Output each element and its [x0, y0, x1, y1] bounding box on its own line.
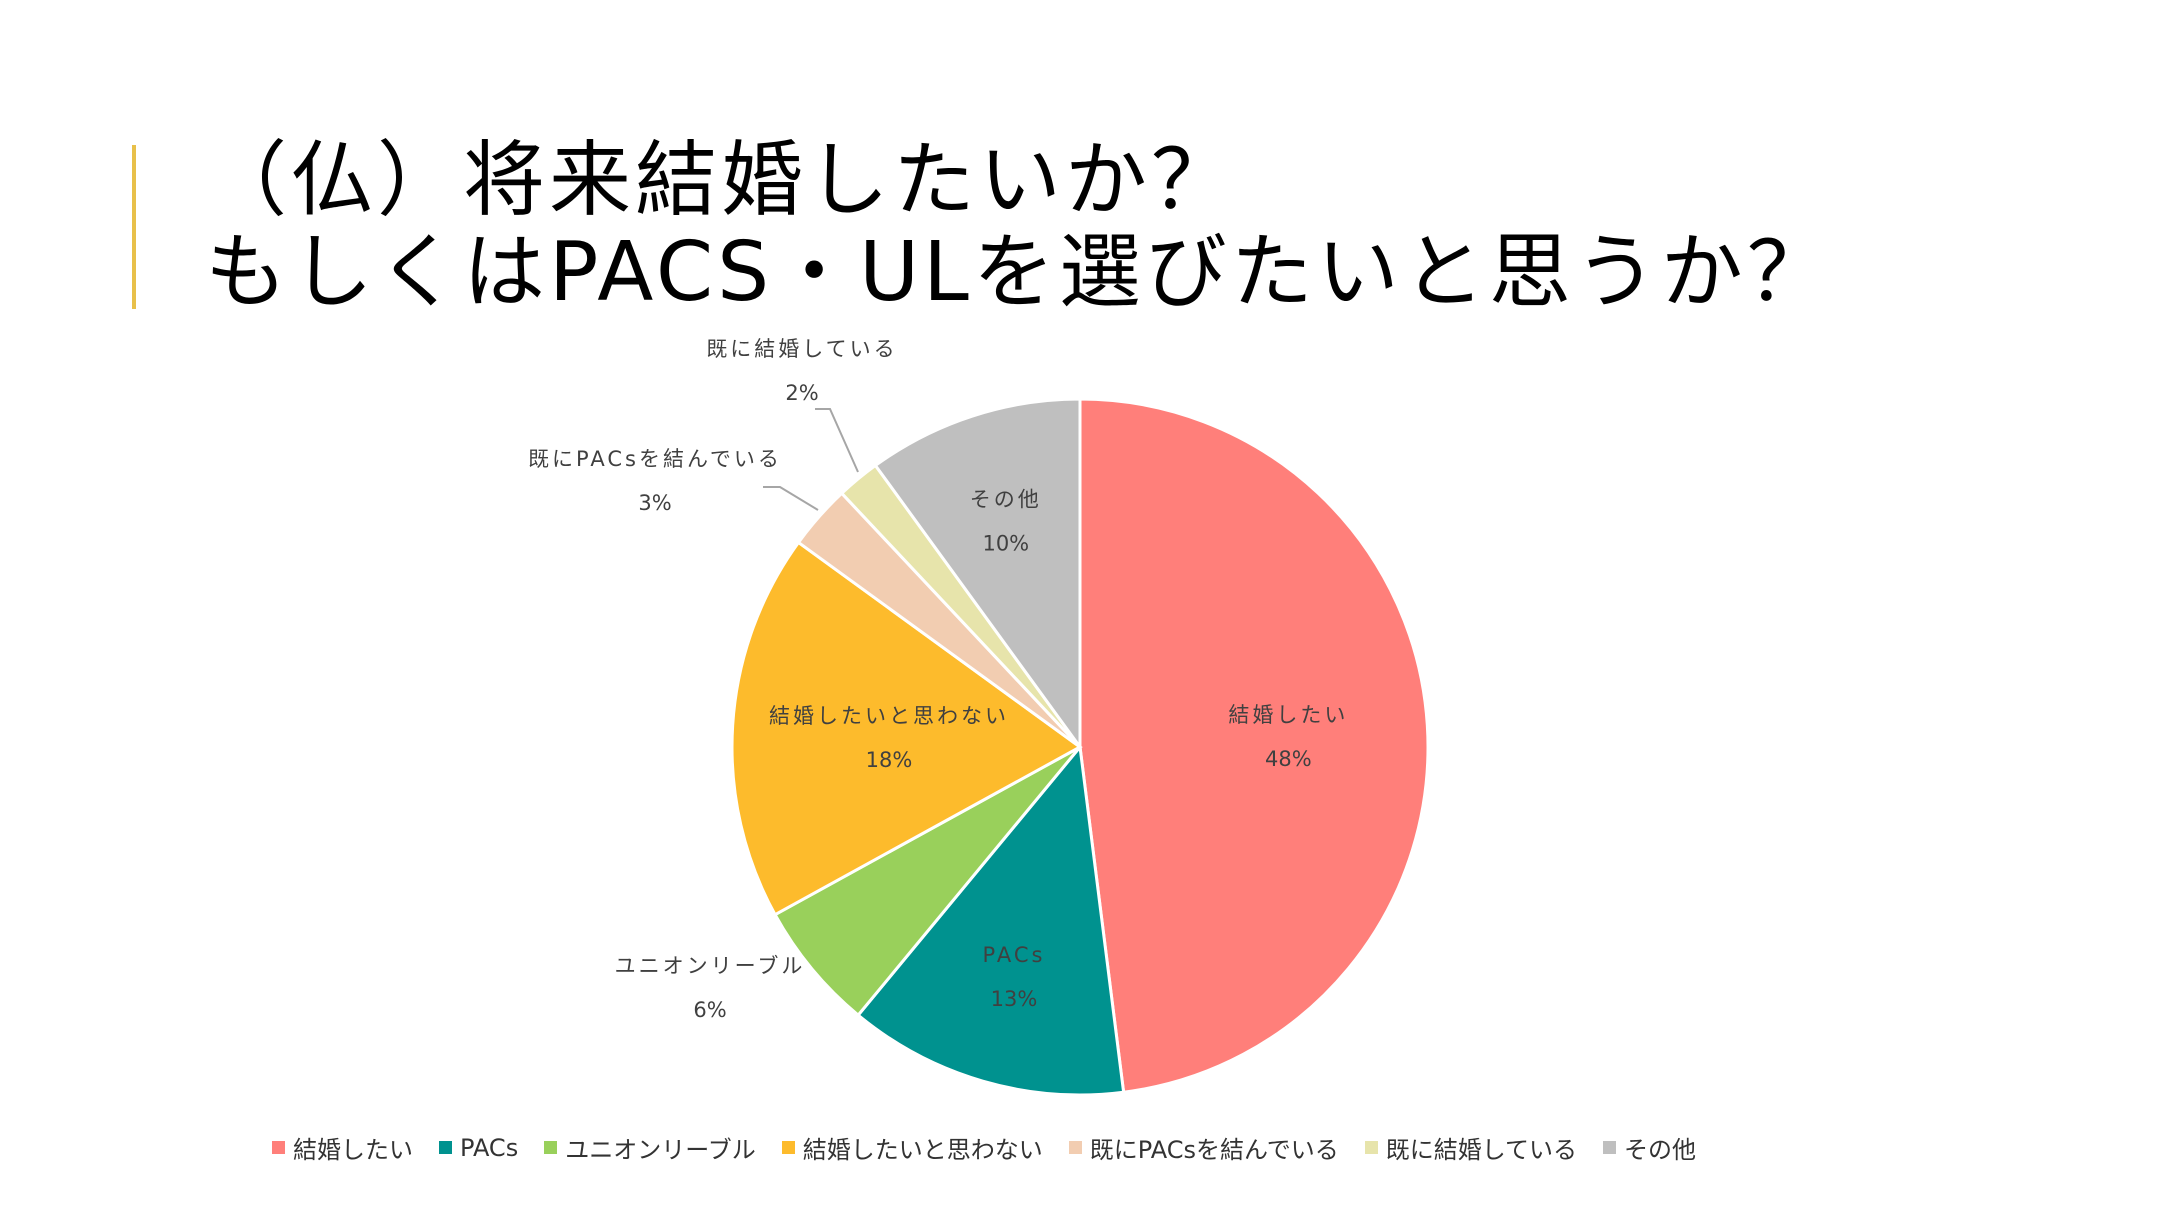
legend-item-pacs: PACs [439, 1134, 518, 1162]
slide-title: （仏）将来結婚したいか？ もしくはPACS・ULを選びたいと思うか？ [205, 135, 1833, 319]
data-label-value-pacs: 13% [991, 987, 1038, 1011]
leader-line-already-married [815, 408, 859, 473]
data-label-name-already-married: 既に結婚している [706, 337, 897, 361]
pie-slice-union-libre [773, 745, 1082, 1018]
title-accent-bar [132, 145, 136, 309]
legend-item-marry: 結婚したい [272, 1130, 413, 1165]
data-label-name-union-libre: ユニオンリーブル [615, 954, 806, 978]
legend-item-already-pacs: 既にPACsを結んでいる [1068, 1130, 1339, 1165]
legend-swatch-already-pacs [1068, 1141, 1082, 1154]
data-label-name-marry: 結婚したい [1228, 703, 1348, 727]
pie-slice-pacs [856, 743, 1126, 1097]
pie-slice-other [873, 397, 1082, 752]
legend-label-other: その他 [1624, 1136, 1697, 1164]
data-label-value-already-married: 2% [785, 381, 818, 405]
data-label-name-pacs: PACs [983, 943, 1046, 967]
data-label-name-already-pacs: 既にPACsを結んでいる [528, 447, 782, 471]
legend-item-already-married: 既に結婚している [1364, 1130, 1578, 1165]
slide-title-line-2: もしくはPACS・ULを選びたいと思うか？ [205, 225, 1833, 320]
chart-legend: 結婚したい PACs ユニオンリーブル 結婚したいと思わない 既にPACsを結んでいる 既… [272, 1130, 1696, 1165]
data-label-name-other: その他 [970, 488, 1042, 512]
legend-swatch-pacs [439, 1141, 452, 1154]
legend-label-marry: 結婚したい [293, 1136, 413, 1164]
leader-line-already-pacs [763, 486, 819, 511]
legend-swatch-no-marry [781, 1141, 795, 1154]
legend-swatch-other [1603, 1141, 1617, 1154]
legend-item-no-marry: 結婚したいと思わない [781, 1130, 1043, 1165]
legend-label-already-pacs: 既にPACsを結んでいる [1089, 1136, 1339, 1164]
pie-slice-no-marry [730, 540, 1083, 917]
legend-swatch-already-married [1364, 1141, 1378, 1154]
legend-label-no-marry: 結婚したいと思わない [802, 1136, 1043, 1164]
data-label-value-union-libre: 6% [693, 998, 726, 1022]
data-label-value-already-pacs: 3% [638, 491, 671, 515]
legend-label-pacs: PACs [460, 1133, 519, 1162]
legend-item-union-libre: ユニオンリーブル [544, 1130, 756, 1165]
data-label-value-marry: 48% [1265, 747, 1312, 771]
legend-swatch-marry [272, 1141, 285, 1154]
data-label-name-no-marry: 結婚したいと思わない [769, 704, 1009, 728]
slide-title-line-1: （仏）将来結婚したいか？ [205, 133, 1238, 228]
legend-swatch-union-libre [544, 1141, 558, 1154]
legend-item-other: その他 [1603, 1130, 1696, 1165]
pie-slice-marry [1078, 397, 1430, 1094]
data-label-value-other: 10% [982, 532, 1029, 556]
legend-label-already-married: 既に結婚している [1385, 1136, 1578, 1164]
data-label-value-no-marry: 18% [866, 748, 913, 772]
legend-label-union-libre: ユニオンリーブル [565, 1136, 756, 1164]
